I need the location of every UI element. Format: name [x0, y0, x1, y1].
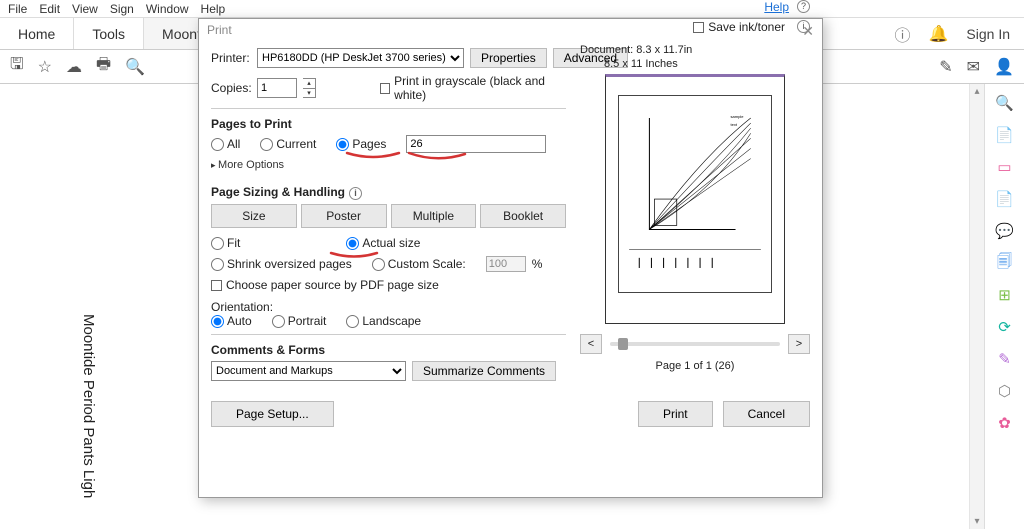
sizing-title: Page Sizing & Handlingi	[211, 185, 566, 200]
preview-nav: < >	[580, 334, 810, 354]
comments-select[interactable]: Document and Markups	[211, 361, 406, 381]
menu-help[interactable]: Help	[201, 2, 226, 16]
document-title-vertical: Moontide Period Pants Ligh	[80, 314, 97, 498]
menu-file[interactable]: File	[8, 2, 27, 16]
signature-icon[interactable]: ✎	[939, 57, 952, 77]
radio-fit[interactable]: Fit	[211, 236, 240, 250]
tab-home[interactable]: Home	[0, 18, 74, 49]
sign-tool-icon[interactable]: ✎	[994, 348, 1016, 370]
help-icon[interactable]: ⓘ	[894, 22, 910, 46]
radio-pages[interactable]: Pages	[336, 137, 386, 151]
grayscale-label: Print in grayscale (black and white)	[394, 74, 566, 102]
comment-icon[interactable]: 💬	[994, 220, 1016, 242]
copies-label: Copies:	[211, 81, 251, 95]
grayscale-checkbox[interactable]: Print in grayscale (black and white)	[380, 74, 566, 102]
sign-in-link[interactable]: Sign In	[966, 26, 1010, 42]
bell-icon[interactable]: 🔔	[928, 24, 948, 44]
redact-icon[interactable]: ⟳	[994, 316, 1016, 338]
preview-graphic: sample text	[619, 96, 771, 292]
radio-current[interactable]: Current	[260, 137, 316, 151]
radio-landscape[interactable]: Landscape	[346, 314, 421, 328]
paper-source-checkbox[interactable]: Choose paper source by PDF page size	[211, 278, 439, 292]
radio-custom-scale[interactable]: Custom Scale:	[372, 257, 466, 271]
close-icon[interactable]: ✕	[802, 23, 814, 40]
organize-icon[interactable]: ⊞	[994, 284, 1016, 306]
properties-button[interactable]: Properties	[470, 48, 547, 68]
save-ink-label: Save ink/toner	[708, 20, 785, 34]
page-setup-button[interactable]: Page Setup...	[211, 401, 334, 427]
add-user-icon[interactable]: 👤	[994, 57, 1014, 77]
seg-size[interactable]: Size	[211, 204, 297, 228]
comments-title: Comments & Forms	[211, 343, 566, 357]
menu-view[interactable]: View	[72, 2, 98, 16]
page-count: Page 1 of 1 (26)	[580, 360, 810, 372]
tab-tools[interactable]: Tools	[74, 18, 144, 49]
create-pdf-icon[interactable]: ▭	[994, 156, 1016, 178]
printer-select[interactable]: HP6180DD (HP DeskJet 3700 series)	[257, 48, 464, 68]
dialog-title: Print	[207, 23, 232, 40]
radio-actual-size[interactable]: Actual size	[346, 236, 420, 250]
prev-page-button[interactable]: <	[580, 334, 602, 354]
page-dimensions: 8.5 x 11 Inches	[604, 58, 810, 70]
help-link[interactable]: Help	[764, 0, 789, 14]
copies-input[interactable]	[257, 78, 297, 98]
paper-source-label: Choose paper source by PDF page size	[226, 278, 439, 292]
next-page-button[interactable]: >	[788, 334, 810, 354]
menu-edit[interactable]: Edit	[39, 2, 60, 16]
seg-multiple[interactable]: Multiple	[391, 204, 477, 228]
radio-portrait[interactable]: Portrait	[272, 314, 327, 328]
menu-sign[interactable]: Sign	[110, 2, 134, 16]
radio-all[interactable]: All	[211, 137, 240, 151]
printer-label: Printer:	[211, 51, 251, 65]
print-preview: sample text	[605, 74, 785, 324]
star-icon[interactable]: ☆	[38, 57, 52, 77]
orientation-label: Orientation:	[211, 300, 566, 314]
combine-icon[interactable]: 🗐	[994, 252, 1016, 274]
seg-booklet[interactable]: Booklet	[480, 204, 566, 228]
save-icon[interactable]: 🖫	[10, 53, 24, 80]
custom-scale-input[interactable]	[486, 256, 526, 272]
print-button[interactable]: Print	[638, 401, 713, 427]
info-icon[interactable]: i	[349, 187, 362, 200]
radio-auto[interactable]: Auto	[211, 314, 252, 328]
svg-text:sample: sample	[730, 114, 744, 119]
mail-icon[interactable]: ✉	[967, 57, 980, 77]
seg-poster[interactable]: Poster	[301, 204, 387, 228]
sizing-segment-group: Size Poster Multiple Booklet	[211, 204, 566, 228]
radio-shrink[interactable]: Shrink oversized pages	[211, 257, 352, 271]
menubar: File Edit View Sign Window Help	[0, 0, 1024, 18]
cloud-icon[interactable]: ☁	[66, 57, 82, 77]
copies-spinner[interactable]: ▴▾	[303, 78, 316, 98]
scroll-down-icon[interactable]: ▾	[970, 514, 984, 529]
scroll-up-icon[interactable]: ▴	[970, 84, 984, 99]
menu-window[interactable]: Window	[146, 2, 189, 16]
edit-pdf-icon[interactable]: 📄	[994, 188, 1016, 210]
zoom-icon[interactable]: 🔍	[125, 57, 145, 77]
more-tool-icon[interactable]: ✿	[994, 412, 1016, 434]
percent-label: %	[532, 257, 543, 271]
side-tool-panel: 🔍 📄 ▭ 📄 💬 🗐 ⊞ ⟳ ✎ ⬡ ✿	[984, 84, 1024, 529]
vertical-scrollbar[interactable]: ▴ ▾	[969, 84, 984, 529]
preview-slider[interactable]	[610, 342, 780, 346]
more-options[interactable]: More Options	[211, 159, 566, 171]
pages-to-print-title: Pages to Print	[211, 117, 566, 131]
help-info-icon[interactable]: ?	[797, 0, 810, 13]
protect-icon[interactable]: ⬡	[994, 380, 1016, 402]
search-tool-icon[interactable]: 🔍	[994, 92, 1016, 114]
save-ink-checkbox[interactable]: Save ink/toner	[693, 20, 785, 34]
export-pdf-icon[interactable]: 📄	[994, 124, 1016, 146]
svg-text:text: text	[730, 122, 737, 127]
print-icon[interactable]: 🖶	[96, 53, 111, 80]
cancel-button[interactable]: Cancel	[723, 401, 810, 427]
document-dimensions: Document: 8.3 x 11.7in	[580, 44, 810, 56]
print-dialog: Print ✕ Printer: HP6180DD (HP DeskJet 37…	[198, 18, 823, 498]
summarize-button[interactable]: Summarize Comments	[412, 361, 556, 381]
